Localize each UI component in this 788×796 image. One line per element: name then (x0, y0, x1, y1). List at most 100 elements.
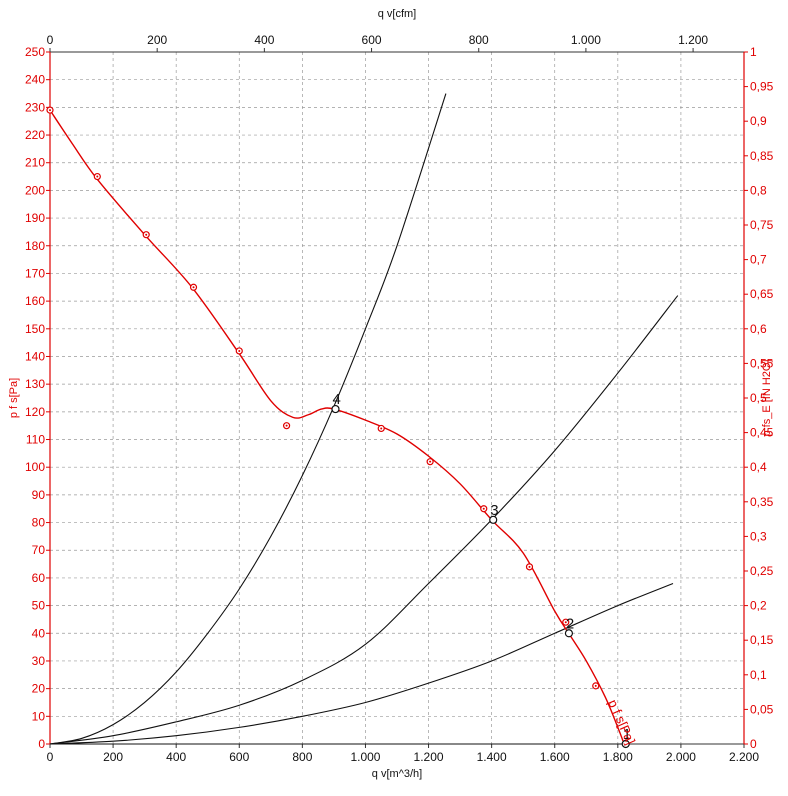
x-bottom-tick-label: 1.600 (540, 750, 570, 764)
y-left-tick-label: 90 (32, 488, 46, 502)
x-bottom-tick-label: 1.200 (414, 750, 444, 764)
x-top-tick-label: 200 (147, 33, 167, 47)
x-top-axis-label: q v[cfm] (378, 8, 417, 20)
operating-point-label-3: 3 (490, 502, 498, 519)
y-right-tick-label: 0,75 (750, 218, 774, 232)
y-right-tick-label: 0,6 (750, 322, 767, 336)
operating-point-2 (564, 629, 574, 638)
y-right-tick-label: 1 (750, 45, 757, 59)
system-curve-1 (49, 93, 447, 745)
y-right-tick-label: 0,35 (750, 495, 774, 509)
fan-curve-marker-dot (145, 233, 148, 236)
operating-point-label-4: 4 (332, 391, 340, 408)
y-right-tick-label: 0,7 (750, 253, 767, 267)
y-right-tick-label: 0,25 (750, 564, 774, 578)
y-left-tick-label: 70 (32, 543, 46, 557)
operating-point-4 (331, 404, 340, 414)
y-right-tick-label: 0,65 (750, 287, 774, 301)
x-bottom-tick-label: 2.000 (666, 750, 696, 764)
x-top-tick-label: 1.000 (571, 33, 601, 47)
operating-point-3 (489, 515, 498, 524)
y-left-tick-label: 250 (25, 45, 45, 59)
operating-point-label-1: 1 (623, 726, 631, 743)
x-bottom-tick-label: 600 (229, 750, 249, 764)
y-right-tick-label: 0,3 (750, 529, 767, 543)
fan-curve-marker-dot (429, 460, 432, 463)
system-curve-3 (49, 582, 674, 745)
x-bottom-tick-label: 1.000 (350, 750, 380, 764)
grid-layer (50, 52, 744, 744)
x-top-tick-label: 600 (362, 33, 382, 47)
y-left-tick-label: 150 (25, 322, 45, 336)
x-bottom-tick-label: 1.800 (603, 750, 633, 764)
y-right-tick-label: 0,05 (750, 702, 774, 716)
fan-curve-marker-dot (564, 621, 567, 624)
x-bottom-tick-label: 800 (292, 750, 312, 764)
x-bottom-tick-label: 2.200 (729, 750, 759, 764)
x-bottom-tick-label: 200 (103, 750, 123, 764)
y-left-tick-label: 120 (25, 405, 45, 419)
curves-layer (46, 93, 679, 745)
y-left-tick-label: 200 (25, 183, 45, 197)
fan-curve-marker-dot (482, 507, 485, 510)
fan-curve-tag: p f s[Pa] (605, 697, 638, 747)
fan-curve-marker-dot (49, 109, 51, 112)
fan-curve-marker-dot (192, 286, 195, 289)
fan-curve-marker-dot (380, 427, 383, 430)
y-left-tick-label: 160 (25, 294, 45, 308)
y-left-tick-label: 140 (25, 349, 45, 363)
y-left-tick-label: 210 (25, 156, 45, 170)
ticks-layer: 0 200 400 600 800 1.000 1.200 1.400 1.600 1.800 2.… (25, 33, 774, 764)
y-right-tick-label: 0,2 (750, 599, 767, 613)
y-right-tick-label: 0,95 (750, 80, 774, 94)
y-left-tick-label: 190 (25, 211, 45, 225)
fan-curve-line (49, 109, 625, 745)
x-bottom-tick-label: 1.400 (477, 750, 507, 764)
y-right-tick-label: 0,15 (750, 633, 774, 647)
fan-curve-marker-dot (528, 565, 531, 568)
points-layer: 1 2 3 4 (331, 391, 631, 749)
x-top-tick-label: 1.200 (678, 33, 708, 47)
y-left-tick-label: 80 (32, 516, 46, 530)
y-right-tick-label: 0,9 (750, 114, 767, 128)
x-bottom-tick-label: 0 (47, 750, 54, 764)
y-right-tick-label: 0,85 (750, 149, 774, 163)
y-right-tick-label: 0,1 (750, 668, 767, 682)
y-right-tick-label: 0,5 (750, 391, 767, 405)
y-left-tick-label: 230 (25, 100, 45, 114)
x-top-tick-label: 0 (47, 33, 54, 47)
y-right-tick-label: 0,45 (750, 426, 774, 440)
operating-point-1 (621, 739, 630, 749)
fan-curve-marker-dot (96, 175, 99, 178)
y-left-tick-label: 50 (32, 599, 46, 613)
y-right-axis-label: p fs_E [IN H2O] (761, 359, 773, 436)
y-left-tick-label: 220 (25, 128, 45, 142)
fan-curve-marker-dot (594, 684, 597, 687)
y-left-tick-label: 30 (32, 654, 46, 668)
x-top-tick-label: 800 (469, 33, 489, 47)
y-left-tick-label: 170 (25, 266, 45, 280)
y-left-tick-label: 0 (38, 737, 45, 751)
y-right-tick-label: 0,8 (750, 183, 767, 197)
y-left-tick-label: 110 (26, 433, 45, 447)
x-bottom-axis-label: q v[m^3/h] (372, 768, 422, 780)
operating-point-label-2: 2 (566, 615, 574, 632)
x-bottom-tick-label: 400 (166, 750, 186, 764)
y-right-tick-label: 0,4 (750, 460, 767, 474)
y-left-tick-label: 240 (25, 73, 45, 87)
y-left-tick-label: 10 (32, 709, 46, 723)
fan-curve-marker-dot (238, 349, 241, 352)
y-right-tick-label: 0 (750, 737, 757, 751)
y-left-tick-label: 20 (32, 682, 46, 696)
plot-frame (49, 51, 745, 745)
system-curve-2 (49, 295, 679, 745)
y-right-tick-label: 0,55 (750, 356, 774, 370)
x-top-tick-label: 400 (254, 33, 274, 47)
fan-curve-marker-dot (285, 424, 288, 427)
y-left-tick-label: 40 (32, 626, 46, 640)
y-left-tick-label: 60 (32, 571, 46, 585)
y-left-tick-label: 180 (25, 239, 45, 253)
y-left-tick-label: 130 (25, 377, 45, 391)
